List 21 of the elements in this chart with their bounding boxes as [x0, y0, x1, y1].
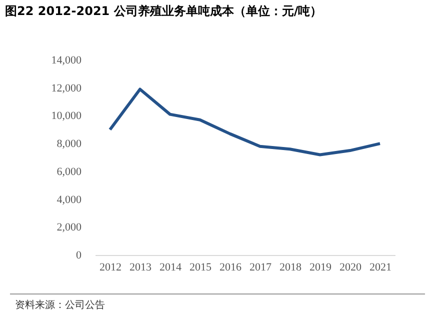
x-tick-label: 2016 [220, 262, 242, 274]
y-tick-label: 2,000 [56, 222, 82, 234]
y-tick-label: 4,000 [56, 194, 82, 206]
chart-title: 图22 2012-2021 公司养殖业务单吨成本（单位：元/吨） [5, 4, 322, 18]
x-tick-label: 2020 [340, 262, 362, 274]
x-tick-label: 2021 [370, 262, 392, 274]
y-tick-label: 6,000 [56, 166, 82, 178]
y-tick-label: 10,000 [51, 110, 82, 122]
x-tick-label: 2014 [160, 262, 182, 274]
y-tick-label: 12,000 [51, 82, 82, 94]
x-tick-label: 2019 [310, 262, 332, 274]
x-tick-label: 2012 [100, 262, 122, 274]
x-tick-label: 2017 [250, 262, 272, 274]
text: 资料来源：公司公告 [15, 299, 105, 311]
y-tick-label: 8,000 [56, 138, 82, 150]
x-tick-label: 2018 [280, 262, 302, 274]
x-tick-label: 2015 [190, 262, 212, 274]
y-tick-label: 14,000 [51, 54, 82, 66]
line-series [108, 88, 382, 156]
y-tick-label: 0 [76, 250, 82, 262]
x-tick-label: 2013 [130, 262, 152, 274]
